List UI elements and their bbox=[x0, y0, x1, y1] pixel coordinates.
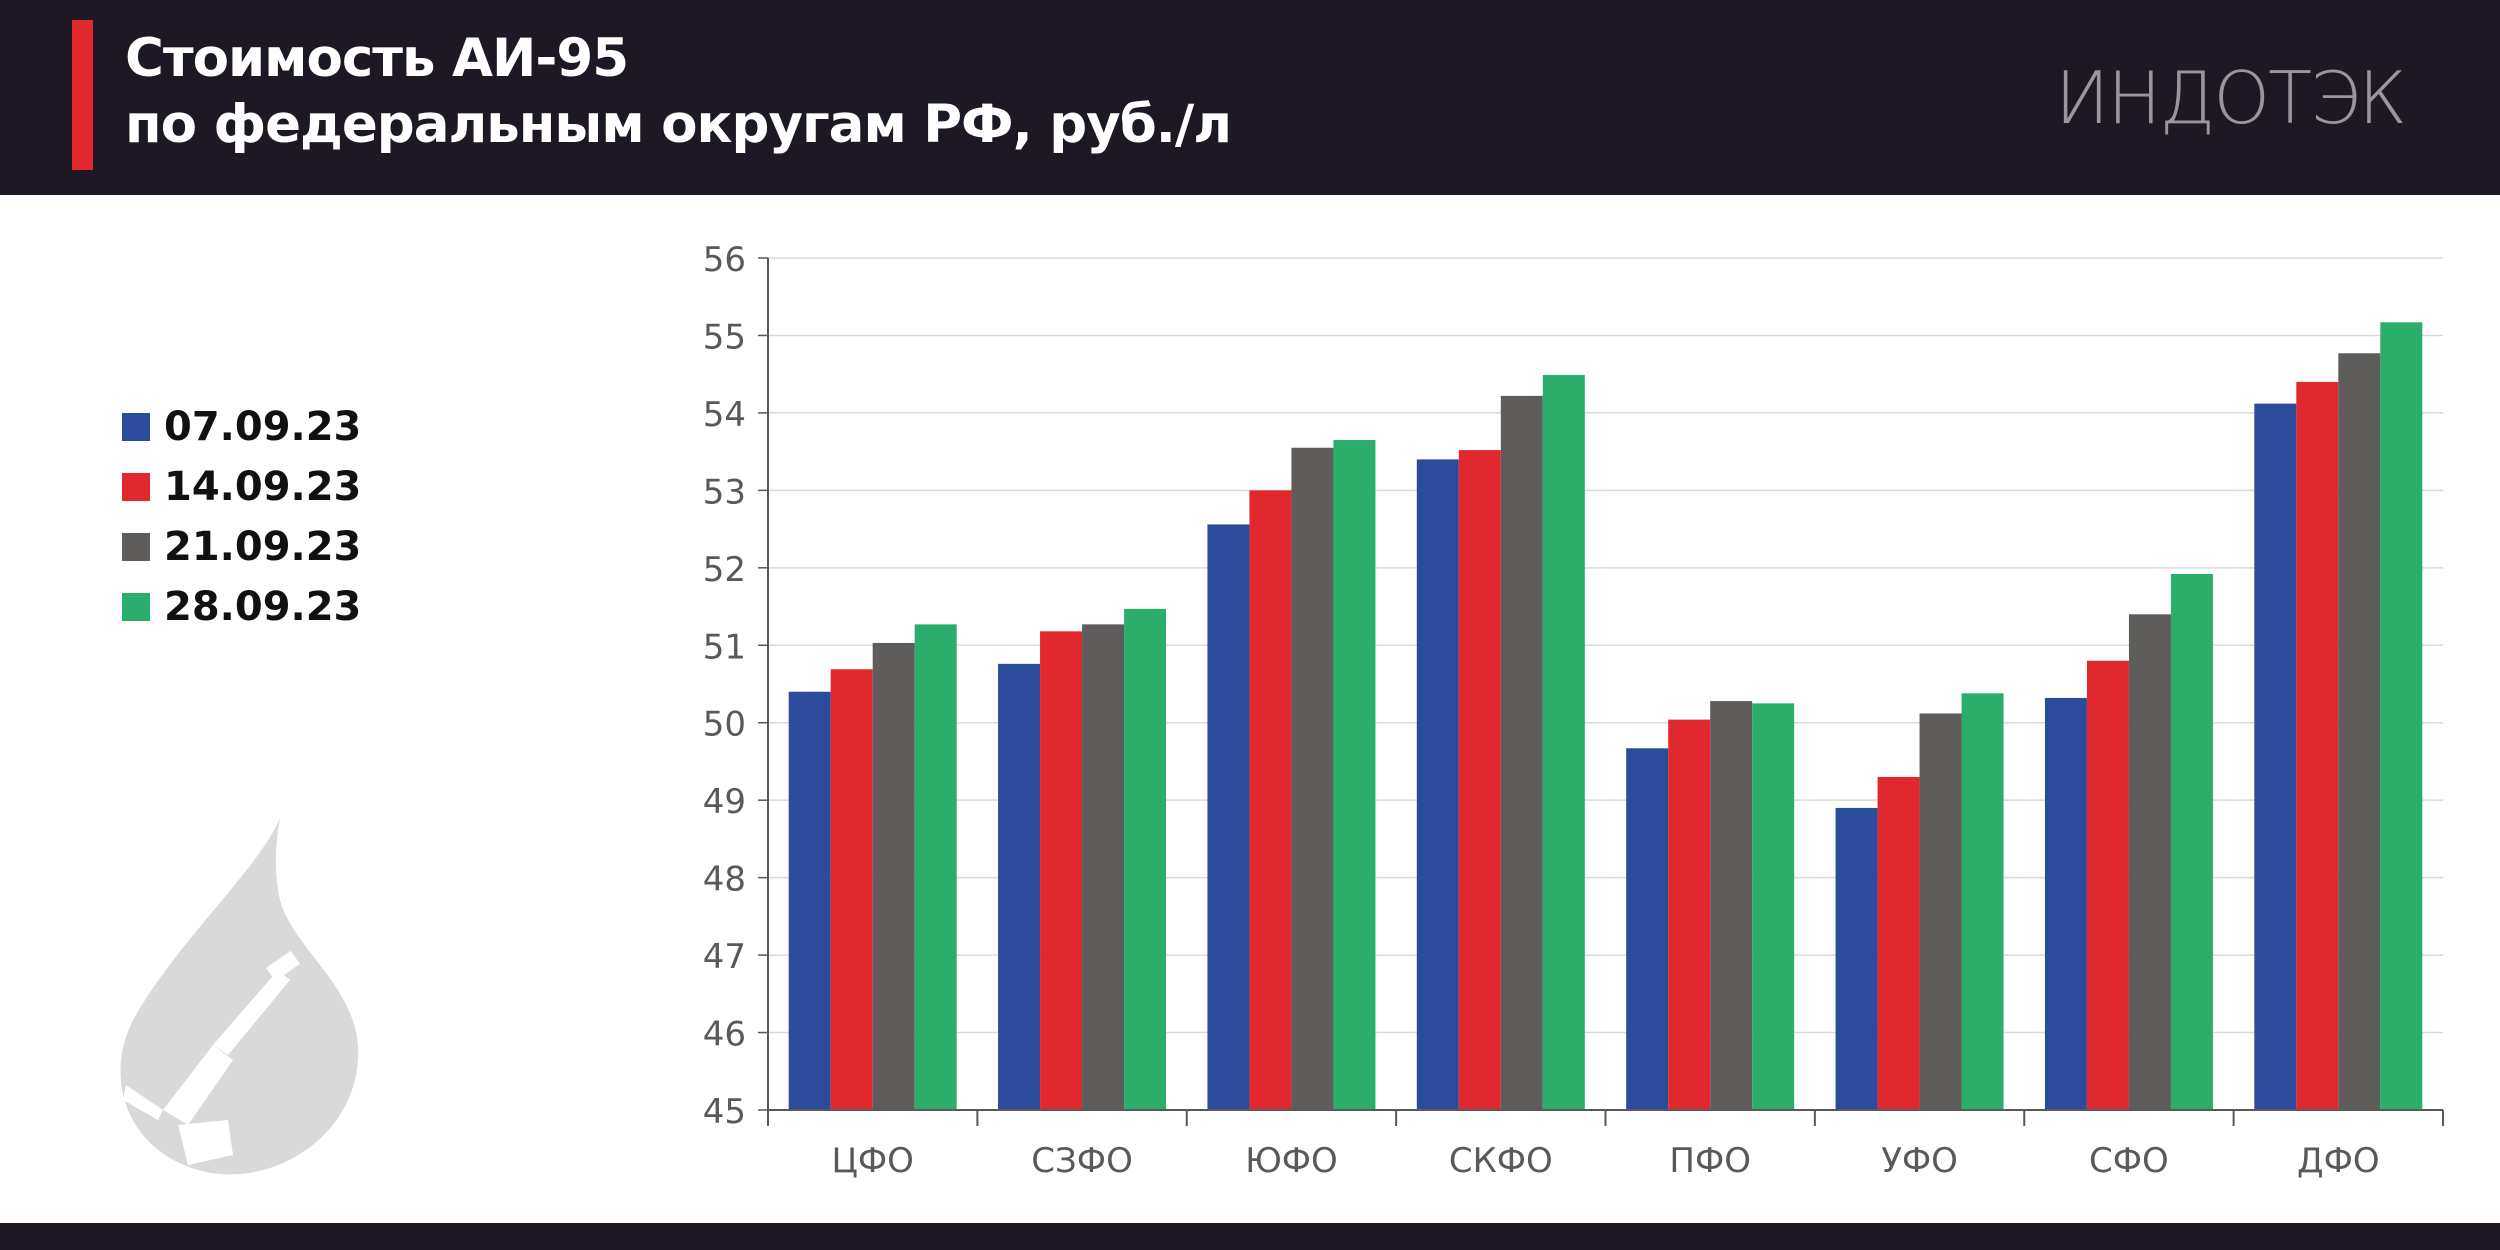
y-tick-label: 51 bbox=[703, 627, 746, 667]
legend-item: 07.09.23 bbox=[122, 397, 361, 457]
bar-14.09.23-СФО bbox=[2086, 660, 2129, 1110]
bar-14.09.23-ДФО bbox=[2296, 381, 2339, 1111]
brand-logo: ИНДОТЭК bbox=[2055, 56, 2407, 140]
bar-21.09.23-ПФО bbox=[1710, 701, 1753, 1110]
y-tick-label: 50 bbox=[703, 705, 746, 745]
legend-item: 21.09.23 bbox=[122, 517, 361, 577]
legend-swatch bbox=[122, 533, 150, 561]
legend-swatch bbox=[122, 413, 150, 441]
legend-label: 21.09.23 bbox=[164, 524, 362, 570]
footer-bar bbox=[0, 1223, 2500, 1250]
legend-item: 28.09.23 bbox=[122, 577, 361, 637]
y-tick-label: 48 bbox=[703, 860, 746, 900]
bar-28.09.23-ЦФО bbox=[914, 624, 957, 1110]
legend-label: 28.09.23 bbox=[164, 584, 362, 630]
x-tick-label: СКФО bbox=[1449, 1141, 1553, 1181]
bar-07.09.23-ПФО bbox=[1626, 748, 1669, 1110]
x-tick-label: ЦФО bbox=[831, 1141, 913, 1181]
bar-28.09.23-ЮФО bbox=[1333, 440, 1376, 1110]
bar-07.09.23-ЦФО bbox=[788, 691, 831, 1110]
bar-14.09.23-ПФО bbox=[1668, 719, 1711, 1110]
legend-item: 14.09.23 bbox=[122, 457, 361, 517]
bar-14.09.23-ЦФО bbox=[830, 669, 873, 1110]
bar-21.09.23-СЗФО bbox=[1082, 624, 1125, 1110]
bar-14.09.23-УФО bbox=[1877, 776, 1920, 1110]
bar-07.09.23-СЗФО bbox=[998, 663, 1041, 1110]
x-tick-label: ДФО bbox=[2297, 1141, 2380, 1181]
y-tick-label: 49 bbox=[703, 782, 746, 822]
bar-28.09.23-ПФО bbox=[1752, 703, 1795, 1110]
y-tick-label: 45 bbox=[703, 1092, 746, 1132]
legend-swatch bbox=[122, 473, 150, 501]
bar-14.09.23-ЮФО bbox=[1249, 490, 1292, 1110]
title-line-1: Стоимость АИ-95 bbox=[125, 28, 629, 89]
bar-07.09.23-СФО bbox=[2044, 697, 2087, 1110]
bar-28.09.23-СЗФО bbox=[1124, 608, 1167, 1110]
y-tick-label: 46 bbox=[703, 1015, 746, 1055]
bar-21.09.23-СКФО bbox=[1500, 395, 1543, 1110]
title-line-2: по федеральным округам РФ, руб./л bbox=[125, 94, 1232, 155]
y-tick-label: 55 bbox=[703, 317, 746, 357]
y-tick-label: 56 bbox=[703, 240, 746, 280]
y-tick-label: 53 bbox=[703, 472, 746, 512]
fuel-drop-icon bbox=[120, 818, 359, 1175]
y-tick-label: 52 bbox=[703, 550, 746, 590]
x-tick-label: ПФО bbox=[1669, 1141, 1751, 1181]
x-tick-label: ЮФО bbox=[1245, 1141, 1338, 1181]
bar-14.09.23-СКФО bbox=[1458, 450, 1501, 1110]
bar-28.09.23-ДФО bbox=[2380, 322, 2423, 1111]
x-tick-label: СЗФО bbox=[1031, 1141, 1133, 1181]
bar-21.09.23-ЮФО bbox=[1291, 447, 1334, 1110]
x-tick-label: УФО bbox=[1881, 1141, 1958, 1181]
accent-bar bbox=[72, 20, 93, 170]
bar-28.09.23-УФО bbox=[1961, 693, 2004, 1110]
legend-label: 07.09.23 bbox=[164, 404, 362, 450]
x-tick-label: СФО bbox=[2089, 1141, 2169, 1181]
bar-07.09.23-ЮФО bbox=[1207, 524, 1250, 1110]
page-title: Стоимость АИ-95 по федеральным округам Р… bbox=[125, 26, 1232, 158]
y-tick-label: 54 bbox=[703, 395, 746, 435]
bar-28.09.23-СКФО bbox=[1542, 374, 1585, 1110]
legend-swatch bbox=[122, 593, 150, 621]
bar-07.09.23-СКФО bbox=[1416, 459, 1459, 1110]
bar-07.09.23-ДФО bbox=[2254, 403, 2297, 1111]
bar-21.09.23-СФО bbox=[2128, 614, 2171, 1110]
bar-21.09.23-УФО bbox=[1919, 713, 1962, 1110]
bar-28.09.23-СФО bbox=[2170, 574, 2213, 1110]
legend-label: 14.09.23 bbox=[164, 464, 362, 510]
bar-21.09.23-ДФО bbox=[2338, 353, 2381, 1110]
chart-legend: 07.09.23 14.09.23 21.09.23 28.09.23 bbox=[122, 397, 361, 637]
bar-21.09.23-ЦФО bbox=[872, 642, 915, 1110]
bar-07.09.23-УФО bbox=[1835, 807, 1878, 1110]
header-banner: Стоимость АИ-95 по федеральным округам Р… bbox=[0, 0, 2500, 195]
y-tick-label: 47 bbox=[703, 937, 746, 977]
bar-14.09.23-СЗФО bbox=[1040, 631, 1083, 1110]
